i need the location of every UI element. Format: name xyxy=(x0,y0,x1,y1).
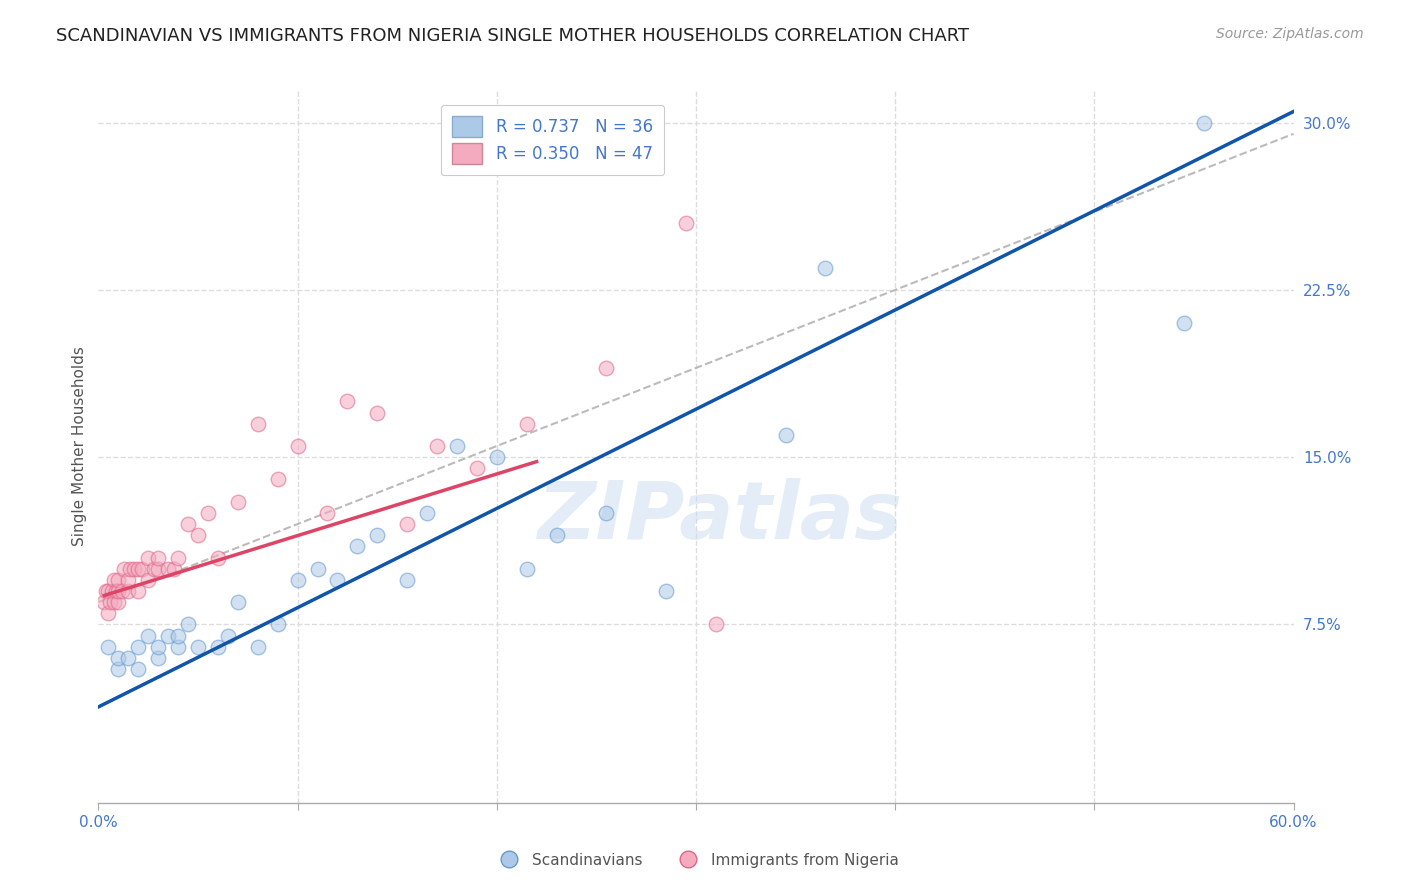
Point xyxy=(103,573,125,587)
Point xyxy=(197,506,219,520)
Point xyxy=(465,461,488,475)
Point xyxy=(226,595,249,609)
Point xyxy=(704,617,727,632)
Point xyxy=(177,617,200,632)
Point xyxy=(177,517,200,532)
Text: Source: ZipAtlas.com: Source: ZipAtlas.com xyxy=(1216,27,1364,41)
Point xyxy=(187,640,209,654)
Point xyxy=(595,361,617,376)
Point xyxy=(124,562,146,576)
Point xyxy=(416,506,439,520)
Point xyxy=(127,662,149,676)
Point xyxy=(148,562,170,576)
Point xyxy=(316,506,339,520)
Point xyxy=(107,583,129,598)
Legend: Scandinavians, Immigrants from Nigeria: Scandinavians, Immigrants from Nigeria xyxy=(488,847,904,873)
Point xyxy=(127,562,149,576)
Point xyxy=(396,517,419,532)
Point xyxy=(396,573,419,587)
Point xyxy=(307,562,329,576)
Point xyxy=(143,562,166,576)
Point xyxy=(287,573,309,587)
Point xyxy=(107,595,129,609)
Point xyxy=(120,562,142,576)
Point xyxy=(148,640,170,654)
Point xyxy=(167,628,190,642)
Point xyxy=(107,651,129,665)
Point xyxy=(1173,317,1195,331)
Point xyxy=(167,640,190,654)
Point xyxy=(516,417,538,431)
Point xyxy=(127,583,149,598)
Text: SCANDINAVIAN VS IMMIGRANTS FROM NIGERIA SINGLE MOTHER HOUSEHOLDS CORRELATION CHA: SCANDINAVIAN VS IMMIGRANTS FROM NIGERIA … xyxy=(56,27,969,45)
Point xyxy=(107,662,129,676)
Point xyxy=(167,550,190,565)
Point xyxy=(217,628,239,642)
Point xyxy=(814,260,837,275)
Point xyxy=(101,583,124,598)
Point xyxy=(112,562,135,576)
Point xyxy=(675,216,697,230)
Point xyxy=(595,506,617,520)
Point xyxy=(157,628,180,642)
Point xyxy=(136,550,159,565)
Point xyxy=(246,640,269,654)
Point xyxy=(485,450,508,464)
Point xyxy=(117,651,139,665)
Point xyxy=(96,583,118,598)
Point xyxy=(117,573,139,587)
Point xyxy=(546,528,568,542)
Point xyxy=(366,405,388,419)
Point xyxy=(426,439,449,453)
Point xyxy=(267,472,290,486)
Point xyxy=(1192,115,1215,129)
Point xyxy=(366,528,388,542)
Point xyxy=(326,573,349,587)
Point xyxy=(336,394,359,409)
Point xyxy=(346,539,368,553)
Point xyxy=(136,573,159,587)
Point xyxy=(93,595,115,609)
Point xyxy=(516,562,538,576)
Point xyxy=(446,439,468,453)
Point xyxy=(107,573,129,587)
Y-axis label: Single Mother Households: Single Mother Households xyxy=(72,346,87,546)
Point xyxy=(131,562,153,576)
Point xyxy=(163,562,186,576)
Point xyxy=(97,640,120,654)
Point xyxy=(187,528,209,542)
Point xyxy=(207,640,229,654)
Point xyxy=(148,550,170,565)
Point xyxy=(775,427,797,442)
Point xyxy=(103,595,125,609)
Point xyxy=(127,640,149,654)
Point xyxy=(207,550,229,565)
Text: ZIPatlas: ZIPatlas xyxy=(537,478,903,557)
Point xyxy=(148,651,170,665)
Point xyxy=(97,583,120,598)
Point xyxy=(246,417,269,431)
Point xyxy=(267,617,290,632)
Point xyxy=(98,595,122,609)
Point xyxy=(117,583,139,598)
Point xyxy=(157,562,180,576)
Point xyxy=(97,607,120,621)
Point xyxy=(226,494,249,508)
Point xyxy=(287,439,309,453)
Point xyxy=(655,583,678,598)
Point xyxy=(111,583,134,598)
Point xyxy=(105,583,128,598)
Point xyxy=(136,628,159,642)
